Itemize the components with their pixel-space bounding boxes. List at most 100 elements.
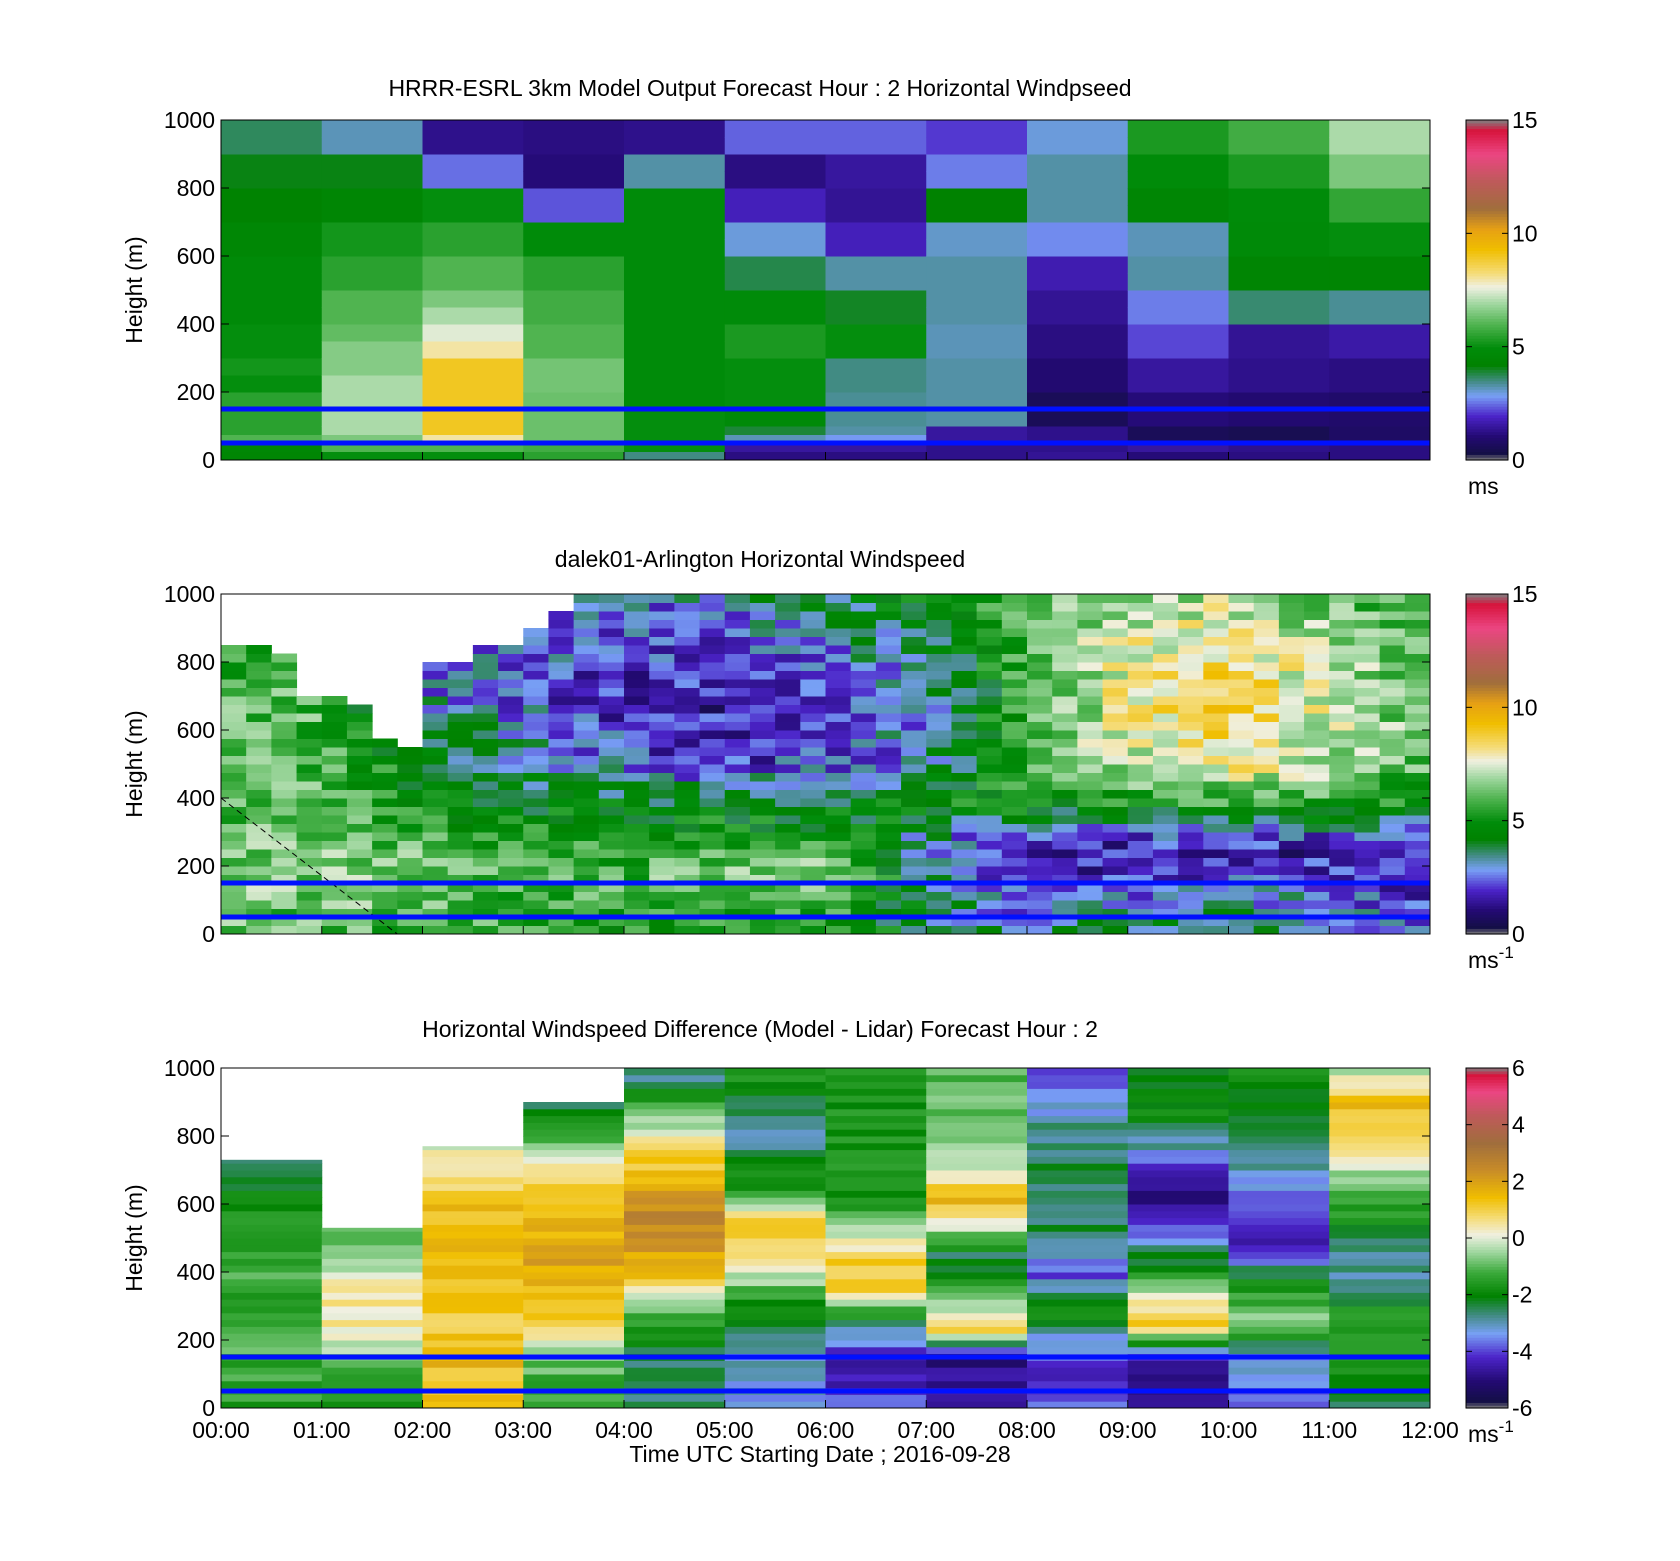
colorbar-segment (1466, 1243, 1508, 1248)
heatmap-cell (548, 781, 575, 790)
heatmap-cell (825, 832, 852, 841)
heatmap-cell (1127, 290, 1229, 308)
heatmap-cell (724, 171, 826, 189)
heatmap-cell (1304, 900, 1330, 909)
heatmap-cell (1203, 611, 1229, 620)
heatmap-cell (523, 628, 549, 637)
heatmap-cell (498, 764, 524, 773)
heatmap-cell (976, 823, 1003, 833)
heatmap-cell (825, 866, 852, 875)
heatmap-cell (1203, 670, 1229, 680)
heatmap-cell (775, 840, 801, 850)
x-tick-label: 05:00 (696, 1417, 754, 1443)
heatmap-cell (346, 857, 373, 867)
heatmap-cell (850, 866, 877, 875)
heatmap-cell (1203, 823, 1229, 833)
heatmap-cell (951, 679, 978, 688)
heatmap-cell (523, 273, 625, 291)
heatmap-cell (926, 1265, 1028, 1273)
heatmap-cell (221, 1224, 323, 1232)
heatmap-cell (1354, 704, 1381, 714)
colorbar-segment (1466, 673, 1508, 677)
heatmap-cell (1127, 917, 1154, 926)
heatmap-cell (724, 1149, 826, 1157)
heatmap-cell (825, 1183, 927, 1191)
heatmap-cell (926, 849, 952, 858)
heatmap-cell (296, 721, 323, 731)
heatmap-cell (901, 755, 927, 765)
heatmap-cell (548, 857, 575, 867)
colorbar-segment (1466, 758, 1508, 762)
heatmap-cell (624, 1129, 726, 1137)
heatmap-cell (346, 721, 373, 731)
colorbar-segment (1466, 1249, 1508, 1253)
heatmap-cell (523, 205, 625, 223)
heatmap-cell (422, 721, 449, 731)
heatmap-cell (447, 806, 474, 816)
colorbar-segment (1466, 868, 1508, 873)
heatmap-cell (749, 594, 776, 603)
heatmap-cell (598, 721, 625, 731)
heatmap-cell (951, 908, 978, 918)
heatmap-cell (548, 730, 575, 739)
heatmap-cell (1253, 755, 1280, 765)
heatmap-cell (271, 908, 298, 918)
colorbar-segment (1466, 1215, 1508, 1219)
heatmap-cell (976, 594, 1003, 603)
heatmap-cell (1278, 917, 1305, 926)
heatmap-cell (1304, 908, 1330, 918)
heatmap-cell (1329, 1068, 1431, 1076)
colorbar-segment (1466, 761, 1508, 765)
heatmap-cell (624, 900, 650, 909)
heatmap-cell (548, 738, 575, 748)
colorbar-segment (1466, 1232, 1508, 1236)
heatmap-cell (221, 1285, 323, 1293)
heatmap-cell (624, 917, 650, 926)
heatmap-cell (548, 636, 575, 646)
heatmap-cell (749, 900, 776, 909)
heatmap-cell (523, 1374, 625, 1382)
colorbar-segment (1466, 718, 1508, 723)
heatmap-cell (674, 594, 701, 603)
heatmap-cell (1027, 1340, 1129, 1348)
heatmap-cell (1027, 1149, 1129, 1157)
heatmap-cell (1329, 798, 1355, 807)
heatmap-cell (1228, 154, 1330, 172)
heatmap-cell (825, 721, 852, 731)
heatmap-cell (825, 1197, 927, 1205)
heatmap-cell (548, 755, 575, 765)
heatmap-cell (1329, 1333, 1431, 1341)
heatmap-cell (1127, 1068, 1229, 1076)
heatmap-cell (875, 917, 902, 926)
heatmap-cell (523, 1326, 625, 1334)
heatmap-cell (926, 670, 952, 680)
heatmap-cell (1077, 917, 1104, 926)
colorbar-segment (1466, 239, 1508, 243)
heatmap-cell (1127, 857, 1154, 867)
colorbar-segment (1466, 369, 1508, 373)
heatmap-cell (800, 832, 826, 841)
y-tick-label: 200 (177, 379, 215, 405)
heatmap-cell (221, 1401, 323, 1409)
heatmap-cell (422, 1292, 524, 1300)
heatmap-cell (926, 1278, 1028, 1287)
heatmap-cell (221, 1265, 323, 1273)
colorbar-segment (1466, 1155, 1508, 1160)
heatmap-cell (825, 789, 852, 799)
heatmap-cell (1228, 1217, 1330, 1225)
heatmap-cell (422, 900, 449, 909)
heatmap-cell (1127, 1170, 1229, 1178)
heatmap-cell (850, 857, 877, 867)
heatmap-cell (447, 798, 474, 807)
heatmap-cell (321, 1227, 423, 1232)
heatmap-cell (926, 1074, 1028, 1083)
heatmap-cell (1027, 1122, 1129, 1130)
colorbar-unit: ms-1 (1468, 943, 1514, 973)
colorbar-segment (1466, 922, 1508, 927)
heatmap-cell (422, 1326, 524, 1334)
heatmap-cell (548, 883, 575, 892)
colorbar-segment (1466, 917, 1508, 921)
heatmap-cell (1228, 239, 1330, 257)
heatmap-cell (422, 273, 524, 291)
heatmap-cell (1127, 120, 1229, 138)
